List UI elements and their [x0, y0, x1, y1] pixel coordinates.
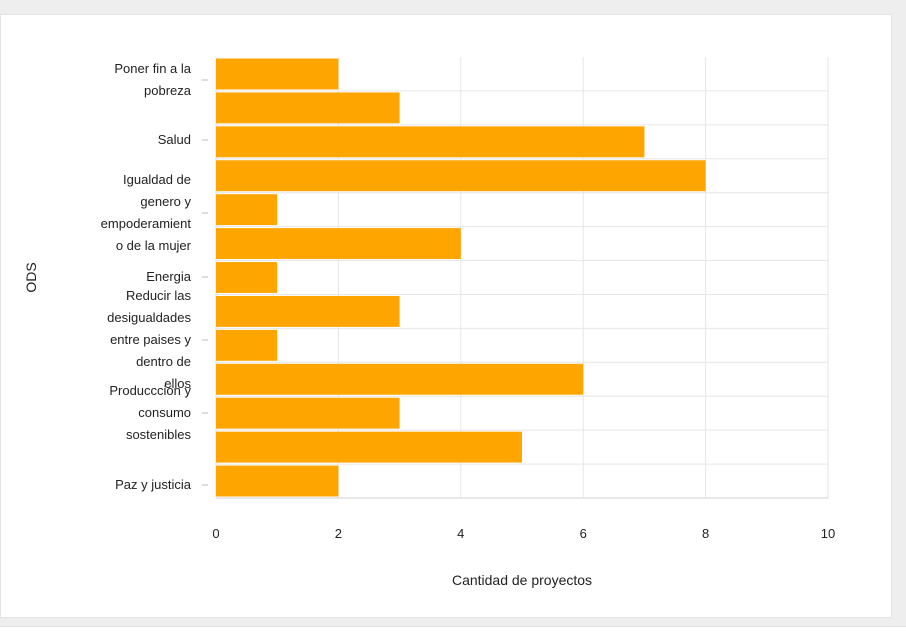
bar — [216, 295, 400, 327]
bars-layer — [216, 58, 706, 497]
category-label: Paz y justicia — [115, 477, 192, 492]
bar — [216, 58, 339, 90]
x-tick-label: 10 — [821, 526, 835, 541]
bar — [216, 465, 339, 497]
category-label: Energia — [146, 269, 192, 284]
labels-layer: Poner fin a la pobreza Salud Igualdad de gen… — [101, 61, 192, 492]
bar — [216, 194, 278, 226]
x-tick-label: 4 — [457, 526, 464, 541]
axis-layer: 0 2 4 6 8 10 — [202, 79, 835, 541]
category-label: Poner fin a la pobreza — [114, 61, 191, 98]
bar — [216, 126, 645, 158]
bar — [216, 397, 400, 429]
category-label: Igualdad de genero y empoderamient o de la … — [101, 172, 192, 253]
x-tick-label: 0 — [212, 526, 219, 541]
bar — [216, 160, 706, 192]
x-tick-label: 6 — [580, 526, 587, 541]
x-tick-label: 8 — [702, 526, 709, 541]
bar — [216, 363, 584, 395]
category-label: Reducir las desigualdades entre paises y de… — [107, 288, 191, 391]
category-label: Salud — [158, 132, 191, 147]
bar — [216, 228, 461, 260]
chart-card — [0, 14, 892, 618]
bar — [216, 92, 400, 124]
category-label: Produccción y consumo sostenibles — [109, 383, 191, 442]
x-tick-label: 2 — [335, 526, 342, 541]
bar — [216, 262, 278, 293]
bar — [216, 329, 278, 361]
bar — [216, 431, 522, 463]
x-axis-title: Cantidad de proyectos — [452, 572, 592, 588]
y-axis-title: ODS — [23, 262, 39, 292]
next-card-edge — [0, 626, 906, 635]
